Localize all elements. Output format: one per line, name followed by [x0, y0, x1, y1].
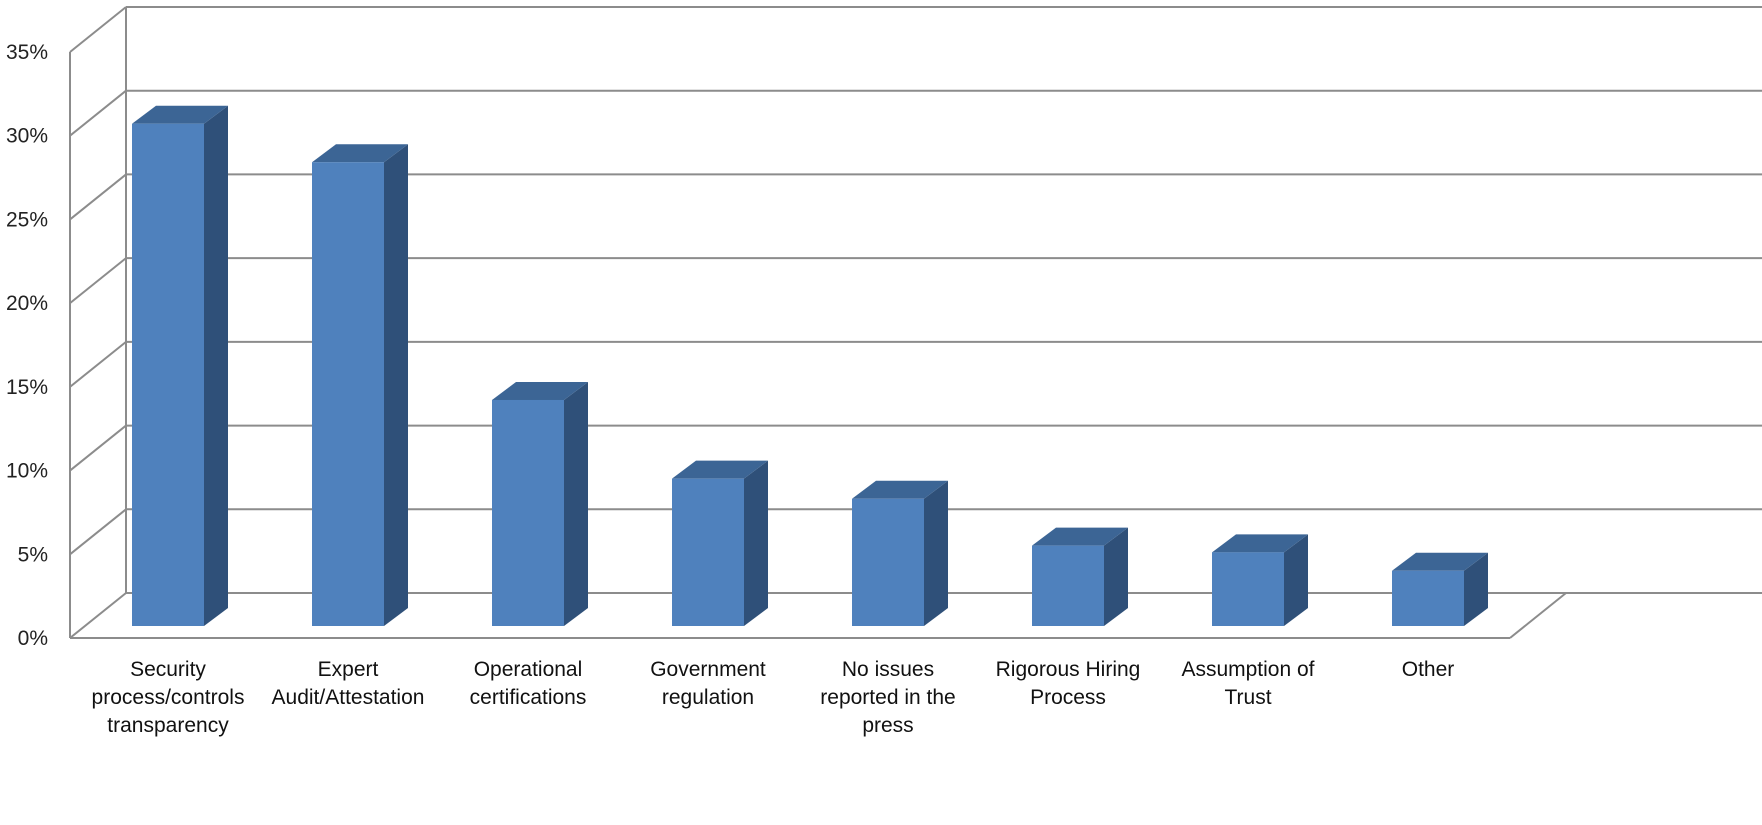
bar-top — [852, 480, 948, 499]
gridline-diagonal — [69, 257, 127, 304]
x-tick-label: Expert Audit/Attestation — [272, 658, 425, 709]
bar-side — [564, 381, 588, 626]
bar-top — [132, 105, 228, 124]
bar — [1392, 552, 1488, 626]
y-tick-label: 35% — [6, 41, 48, 64]
x-tick-label-line: transparency — [107, 714, 229, 737]
gridline-diagonal — [69, 6, 127, 53]
y-tick-label: 25% — [6, 208, 48, 231]
x-tick-label-line: Expert — [318, 658, 379, 681]
bar-side — [1104, 527, 1128, 626]
bar — [132, 105, 228, 626]
x-tick-label: Security process/controls transparency — [92, 658, 245, 737]
y-tick-label: 15% — [6, 376, 48, 399]
bars — [132, 105, 1488, 627]
bar-top — [672, 460, 768, 479]
bar-front — [1032, 545, 1104, 626]
x-tick-label-line: process/controls — [92, 686, 245, 709]
x-tick-label: No issues reported in the press — [820, 658, 955, 737]
x-tick-label-line: No issues — [842, 658, 934, 681]
bar-front — [132, 123, 204, 626]
bar-side — [384, 144, 408, 627]
floor-right-edge — [1509, 592, 1567, 639]
bar-side — [1284, 534, 1308, 626]
x-tick-label-line: regulation — [662, 686, 754, 709]
bar-top — [1392, 552, 1488, 571]
gridline-diagonal — [69, 173, 127, 221]
x-tick-label: Government regulation — [650, 658, 766, 709]
bar — [852, 480, 948, 626]
bar-side — [744, 460, 768, 626]
x-tick-label-line: Process — [1030, 686, 1106, 709]
x-tick-label: Assumption of Trust — [1181, 658, 1314, 709]
x-tick-label-line: press — [862, 714, 913, 737]
gridline-diagonal — [69, 592, 127, 639]
bar-side — [924, 480, 948, 626]
bar-top — [492, 381, 588, 400]
bar-front — [1212, 552, 1284, 626]
y-tick-label: 10% — [6, 460, 48, 483]
x-tick-label-line: certifications — [470, 686, 587, 709]
bar-side — [204, 105, 228, 626]
bar-front — [312, 162, 384, 627]
bar-top — [312, 144, 408, 163]
x-tick-label-line: Operational — [474, 658, 583, 681]
x-tick-label-line: Trust — [1224, 686, 1271, 709]
gridline-diagonal — [69, 89, 127, 137]
x-tick-label: Operational certifications — [470, 658, 587, 709]
bar-front — [492, 399, 564, 626]
y-tick-label: 20% — [6, 292, 48, 315]
bar — [1032, 527, 1128, 626]
x-tick-label-line: Audit/Attestation — [272, 686, 425, 709]
bar-front — [1392, 570, 1464, 626]
x-tick-label-line: Security — [130, 658, 206, 681]
bar — [492, 381, 588, 626]
x-tick-label-line: Rigorous Hiring — [996, 658, 1141, 681]
bar-top — [1032, 527, 1128, 546]
y-tick-label: 0% — [18, 627, 48, 650]
y-tick-label: 5% — [18, 543, 48, 566]
x-tick-label-line: Government — [650, 658, 766, 681]
gridline-diagonal — [69, 424, 127, 472]
x-axis-labels: Security process/controls transparency Expe… — [92, 658, 1455, 737]
x-tick-label: Rigorous Hiring Process — [996, 658, 1141, 709]
y-tick-label: 30% — [6, 125, 48, 148]
bar — [672, 460, 768, 626]
x-tick-label-line: Assumption of — [1181, 658, 1314, 681]
bar-front — [672, 478, 744, 626]
x-tick-label-line: reported in the — [820, 686, 955, 709]
x-tick-label: Other — [1402, 658, 1455, 681]
x-tick-label-line: Other — [1402, 658, 1455, 681]
gridline-diagonal — [69, 341, 127, 388]
bar-top — [1212, 534, 1308, 553]
y-axis-ticks: 0% 5% 10% 15% 20% 25% 30% 35% — [6, 41, 48, 650]
gridline-diagonal — [69, 508, 127, 556]
bar — [1212, 534, 1308, 626]
bar-front — [852, 498, 924, 626]
bar — [312, 144, 408, 627]
bar-side — [1464, 552, 1488, 626]
